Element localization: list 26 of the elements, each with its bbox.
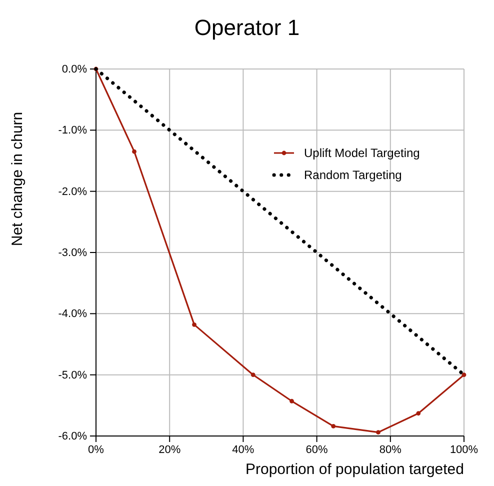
point [192, 322, 196, 327]
point [462, 372, 466, 378]
legend-label: Uplift Model Targeting [304, 146, 420, 160]
point [290, 398, 294, 404]
legend-label: Random Targeting [304, 168, 402, 182]
x-tick-label: 20% [158, 444, 181, 456]
x-tick-label: 60% [306, 444, 328, 456]
point [132, 149, 136, 154]
x-tick-label: 0% [88, 444, 104, 456]
point [376, 430, 380, 435]
x-tick-label: 40% [232, 444, 254, 456]
y-tick-label: -6.0% [58, 430, 88, 443]
point [250, 372, 256, 378]
y-tick-label: 0.0% [62, 64, 88, 76]
point [416, 411, 421, 416]
y-tick-label: -2.0% [58, 186, 88, 198]
y-tick-label: -1.0% [58, 124, 88, 137]
y-tick-label: -5.0% [58, 369, 88, 382]
x-tick-label: 100% [450, 444, 478, 456]
x-axis-title: Proportion of population targeted [246, 461, 464, 478]
y-tick-label: -4.0% [58, 308, 88, 320]
x-tick-label: 80% [379, 444, 402, 456]
chart-title: Operator 1 [194, 15, 300, 40]
point [331, 424, 336, 428]
y-tick-label: -3.0% [58, 247, 88, 260]
y-axis-title: Net change in churn [9, 112, 26, 246]
